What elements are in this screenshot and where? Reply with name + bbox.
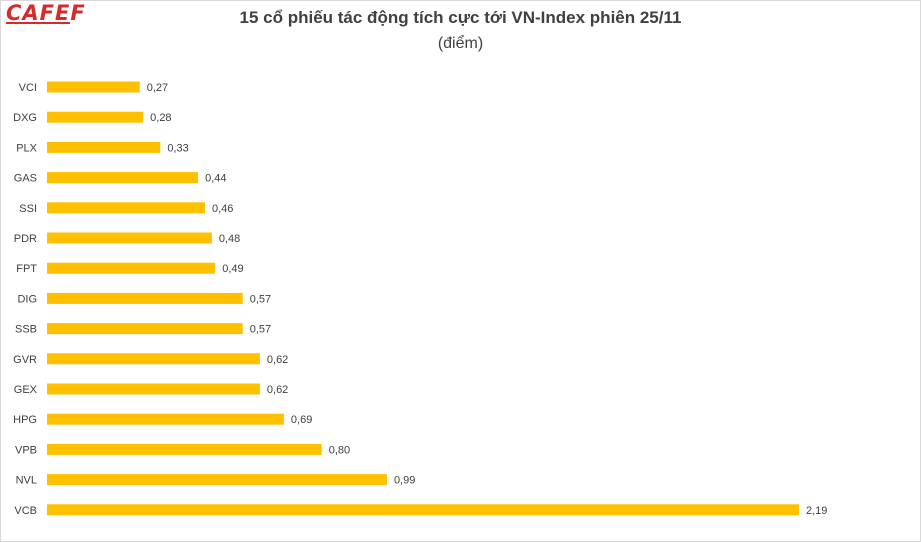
category-label-nvl: NVL bbox=[16, 475, 37, 487]
bar-nvl bbox=[47, 474, 387, 486]
value-label-pdr: 0,48 bbox=[219, 233, 240, 245]
value-label-plx: 0,33 bbox=[167, 142, 188, 154]
cafef-logo: CAFEF bbox=[6, 1, 86, 25]
bar-gas bbox=[47, 172, 199, 184]
bar-dxg bbox=[47, 111, 144, 123]
category-label-gvr: GVR bbox=[13, 354, 37, 366]
bar-ssi bbox=[47, 202, 205, 214]
category-label-gex: GEX bbox=[14, 384, 38, 396]
bar-plx bbox=[47, 141, 161, 153]
value-label-gex: 0,62 bbox=[267, 384, 288, 396]
bar-gex bbox=[47, 383, 260, 395]
value-label-ssb: 0,57 bbox=[250, 324, 271, 336]
chart-title: 15 cổ phiếu tác động tích cực tới VN-Ind… bbox=[239, 8, 682, 27]
value-label-vpb: 0,80 bbox=[329, 444, 350, 456]
chart-subtitle: (điểm) bbox=[437, 35, 484, 52]
category-label-ssi: SSI bbox=[19, 203, 37, 215]
value-label-ssi: 0,46 bbox=[212, 203, 233, 215]
value-label-fpt: 0,49 bbox=[222, 263, 243, 275]
category-label-gas: GAS bbox=[14, 173, 37, 185]
bar-dig bbox=[47, 292, 243, 304]
category-label-fpt: FPT bbox=[16, 263, 37, 275]
value-label-gvr: 0,62 bbox=[267, 354, 288, 366]
category-label-pdr: PDR bbox=[14, 233, 37, 245]
category-label-dxg: DXG bbox=[13, 112, 37, 124]
bar-ssb bbox=[47, 323, 243, 335]
bar-vci bbox=[47, 81, 140, 93]
category-label-hpg: HPG bbox=[13, 414, 37, 426]
bar-vcb bbox=[47, 504, 799, 516]
bar-gvr bbox=[47, 353, 260, 365]
bar-hpg bbox=[47, 413, 284, 425]
value-label-nvl: 0,99 bbox=[394, 475, 415, 487]
value-label-dxg: 0,28 bbox=[150, 112, 171, 124]
value-label-gas: 0,44 bbox=[205, 173, 226, 185]
category-label-ssb: SSB bbox=[15, 324, 37, 336]
category-label-plx: PLX bbox=[16, 142, 37, 154]
bar-fpt bbox=[47, 262, 216, 274]
value-label-vci: 0,27 bbox=[147, 82, 168, 94]
bar-pdr bbox=[47, 232, 212, 244]
value-label-hpg: 0,69 bbox=[291, 414, 312, 426]
category-label-dig: DIG bbox=[17, 293, 37, 305]
value-label-dig: 0,57 bbox=[250, 293, 271, 305]
category-label-vpb: VPB bbox=[15, 444, 37, 456]
category-label-vcb: VCB bbox=[14, 505, 37, 517]
logo-underline bbox=[6, 22, 70, 24]
bar-vpb bbox=[47, 443, 322, 455]
category-label-vci: VCI bbox=[19, 82, 37, 94]
value-label-vcb: 2,19 bbox=[806, 505, 827, 517]
